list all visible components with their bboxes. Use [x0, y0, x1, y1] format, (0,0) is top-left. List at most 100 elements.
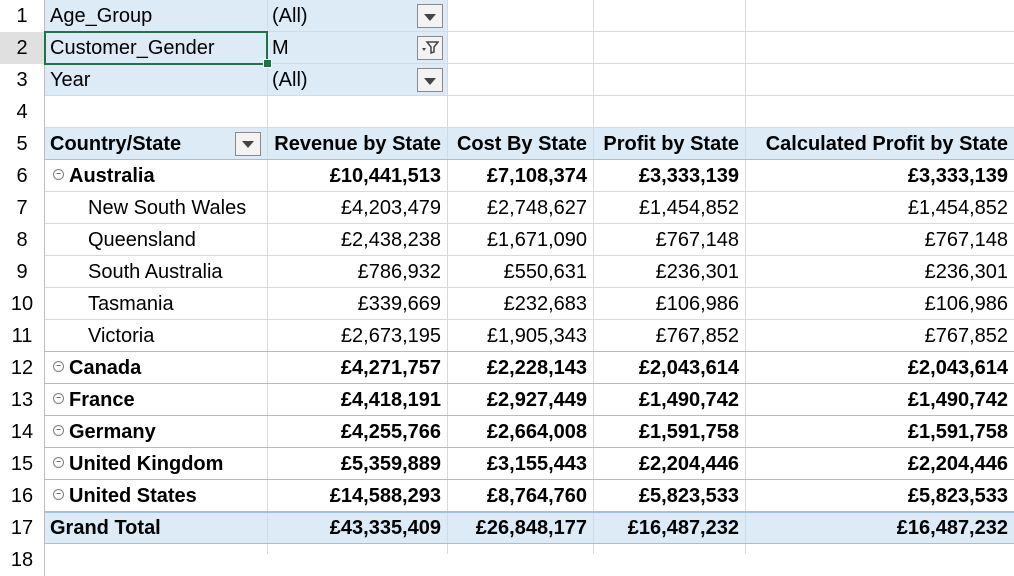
row-gridline — [45, 255, 1014, 256]
grand-total-value: £43,335,409 — [329, 517, 441, 539]
row-header[interactable]: 1 — [0, 0, 45, 32]
pivot-row-label: France — [69, 389, 135, 411]
pivot-value-cell: £232,683 — [503, 293, 587, 315]
pivot-value-cell: £1,490,742 — [638, 389, 739, 411]
pivot-value-cell: £8,764,760 — [486, 485, 587, 507]
row-gridline — [45, 319, 1014, 320]
pivot-column-header: Cost By State — [456, 133, 587, 155]
grand-total-value: £26,848,177 — [475, 517, 587, 539]
pivot-value-cell: £550,631 — [503, 261, 587, 283]
dropdown-button[interactable] — [417, 68, 443, 92]
pivot-row-label: Australia — [69, 165, 155, 187]
pivot-value-cell: £2,748,627 — [486, 197, 587, 219]
row-gridline — [45, 95, 1014, 96]
row-header[interactable]: 7 — [0, 192, 45, 224]
filter-area-background — [45, 0, 447, 96]
row-header[interactable]: 4 — [0, 96, 45, 128]
pivot-value-cell: £4,418,191 — [340, 389, 441, 411]
row-header[interactable]: 3 — [0, 64, 45, 96]
pivot-value-cell: £14,588,293 — [329, 485, 441, 507]
pivot-value-cell: £1,454,852 — [907, 197, 1008, 219]
row-header[interactable]: 11 — [0, 320, 45, 352]
row-header[interactable]: 16 — [0, 480, 45, 512]
grand-total-bottom-border — [45, 543, 1014, 544]
collapse-toggle-icon[interactable]: − — [53, 425, 64, 437]
filter-value[interactable]: M — [272, 37, 289, 59]
grand-total-label: Grand Total — [50, 517, 161, 539]
pivot-value-cell: £2,204,446 — [638, 453, 739, 475]
pivot-country-row[interactable]: − Germany — [45, 416, 267, 448]
pivot-value-cell: £7,108,374 — [486, 165, 587, 187]
row-header[interactable]: 14 — [0, 416, 45, 448]
pivot-value-cell: £2,664,008 — [486, 421, 587, 443]
pivot-country-row[interactable]: − France — [45, 384, 267, 416]
row-gridline — [45, 223, 1014, 224]
row-label-dropdown-button[interactable] — [235, 132, 261, 156]
pivot-row-label: Canada — [69, 357, 142, 379]
filter-value[interactable]: (All) — [272, 69, 308, 91]
row-header[interactable]: 8 — [0, 224, 45, 256]
pivot-value-cell: £1,591,758 — [907, 421, 1008, 443]
row-header[interactable]: 10 — [0, 288, 45, 320]
collapse-toggle-icon[interactable]: − — [53, 169, 64, 181]
collapse-toggle-icon[interactable]: − — [53, 489, 64, 501]
pivot-state-row: New South Wales — [45, 192, 267, 224]
pivot-country-row[interactable]: − United States — [45, 480, 267, 512]
row-gridline — [45, 191, 1014, 192]
pivot-country-row[interactable]: − Australia — [45, 160, 267, 192]
pivot-value-cell: £1,905,343 — [486, 325, 587, 347]
row-gridline — [45, 127, 1014, 128]
dropdown-button[interactable] — [417, 4, 443, 28]
filter-field-label: Year — [50, 69, 91, 91]
pivot-column-header: Profit by State — [603, 133, 739, 155]
grand-total-value: £16,487,232 — [896, 517, 1008, 539]
pivot-country-row[interactable]: − United Kingdom — [45, 448, 267, 480]
column-gridline — [447, 0, 448, 554]
row-header[interactable]: 17 — [0, 512, 45, 544]
row-gridline — [45, 63, 1014, 64]
pivot-value-cell: £786,932 — [357, 261, 441, 283]
row-header[interactable]: 12 — [0, 352, 45, 384]
pivot-value-cell: £1,490,742 — [907, 389, 1008, 411]
row-header[interactable]: 9 — [0, 256, 45, 288]
pivot-value-cell: £3,333,139 — [907, 165, 1008, 187]
row-header[interactable]: 2 — [0, 32, 45, 64]
active-cell-selection — [44, 31, 268, 65]
column-gridline — [593, 0, 594, 554]
pivot-value-cell: £1,671,090 — [486, 229, 587, 251]
row-header[interactable]: 5 — [0, 128, 45, 160]
pivot-row-label: Queensland — [88, 229, 196, 251]
pivot-value-cell: £2,927,449 — [486, 389, 587, 411]
pivot-country-row[interactable]: − Canada — [45, 352, 267, 384]
dropdown-arrow-icon — [423, 5, 437, 28]
row-header[interactable]: 15 — [0, 448, 45, 480]
row-header[interactable]: 6 — [0, 160, 45, 192]
row-header[interactable]: 13 — [0, 384, 45, 416]
filter-value[interactable]: (All) — [272, 5, 308, 27]
collapse-toggle-icon[interactable]: − — [53, 393, 64, 405]
pivot-row-header[interactable]: Country/State — [50, 133, 182, 155]
pivot-value-cell: £339,669 — [357, 293, 441, 315]
collapse-toggle-icon[interactable]: − — [53, 361, 64, 373]
pivot-value-cell: £3,155,443 — [486, 453, 587, 475]
row-gridline — [45, 287, 1014, 288]
filter-icon — [421, 37, 440, 60]
collapse-toggle-icon[interactable]: − — [53, 457, 64, 469]
pivot-value-cell: £106,986 — [655, 293, 739, 315]
pivot-group-border — [45, 479, 1014, 480]
pivot-column-header: Calculated Profit by State — [765, 133, 1008, 155]
fill-handle[interactable] — [263, 59, 272, 68]
grand-total-top-border — [45, 511, 1014, 513]
pivot-row-label: South Australia — [88, 261, 223, 283]
pivot-value-cell: £2,043,614 — [638, 357, 739, 379]
pivot-value-cell: £767,852 — [924, 325, 1008, 347]
filter-field-label: Age_Group — [50, 5, 153, 27]
pivot-value-cell: £106,986 — [924, 293, 1008, 315]
row-header[interactable]: 18 — [0, 544, 45, 576]
dropdown-arrow-icon — [242, 141, 254, 148]
pivot-column-header: Revenue by State — [274, 133, 441, 155]
pivot-group-border — [45, 415, 1014, 416]
pivot-state-row: Tasmania — [45, 288, 267, 320]
filter-dropdown-button[interactable] — [417, 36, 443, 60]
